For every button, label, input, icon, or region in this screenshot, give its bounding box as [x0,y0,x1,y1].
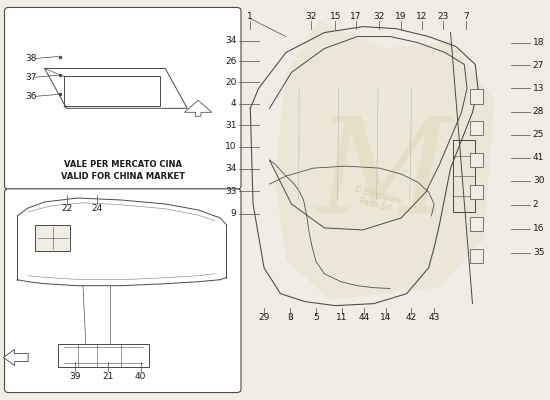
Text: 4: 4 [231,99,236,108]
Text: 36: 36 [25,92,37,101]
Text: 1: 1 [248,12,253,21]
Text: 7: 7 [463,12,469,21]
Bar [470,249,483,263]
Text: 24: 24 [91,204,102,213]
Text: 41: 41 [533,153,544,162]
Text: 38: 38 [25,54,37,63]
Text: 8: 8 [287,313,293,322]
Text: 20: 20 [225,78,236,87]
Text: 17: 17 [350,12,362,21]
Text: 26: 26 [225,57,236,66]
Text: VALE PER MERCATO CINA: VALE PER MERCATO CINA [64,160,182,169]
Text: 15: 15 [329,12,341,21]
Text: 35: 35 [533,248,544,257]
Text: 23: 23 [437,12,449,21]
Text: 5: 5 [314,313,319,322]
Bar [470,89,483,104]
Bar [470,217,483,231]
Text: 44: 44 [359,313,370,322]
Text: 18: 18 [533,38,544,47]
Text: 14: 14 [380,313,392,322]
Text: 32: 32 [305,12,316,21]
Bar [470,121,483,136]
Text: 10: 10 [225,142,236,151]
Text: 2: 2 [533,200,538,209]
Text: 34: 34 [225,36,236,45]
Polygon shape [275,21,494,300]
Text: 33: 33 [225,187,236,196]
Text: 21: 21 [102,372,113,381]
Text: 22: 22 [61,204,72,213]
Text: 43: 43 [428,313,440,322]
Text: 27: 27 [533,61,544,70]
Text: 11: 11 [336,313,348,322]
Text: 42: 42 [405,313,417,322]
Bar [470,185,483,199]
Text: 32: 32 [373,12,385,21]
Bar [470,153,483,167]
FancyBboxPatch shape [4,189,241,392]
FancyBboxPatch shape [4,8,241,189]
Polygon shape [3,350,28,366]
Text: 19: 19 [395,12,407,21]
Text: 13: 13 [533,84,544,93]
Text: 29: 29 [258,313,270,322]
Text: 34: 34 [225,164,236,174]
Text: 31: 31 [225,120,236,130]
Polygon shape [184,100,212,116]
Text: 12: 12 [416,12,428,21]
Text: 25: 25 [533,130,544,139]
Text: 30: 30 [533,176,544,185]
FancyBboxPatch shape [35,225,70,251]
Text: VALID FOR CHINA MARKET: VALID FOR CHINA MARKET [60,172,185,180]
Text: 16: 16 [533,224,544,233]
Text: 9: 9 [231,210,236,218]
Text: © Eurospare
Parts Srl: © Eurospare Parts Srl [350,184,403,216]
Text: 28: 28 [533,107,544,116]
Text: 37: 37 [25,73,37,82]
Text: M: M [317,112,452,240]
Text: 39: 39 [69,372,80,381]
Text: 40: 40 [135,372,146,381]
